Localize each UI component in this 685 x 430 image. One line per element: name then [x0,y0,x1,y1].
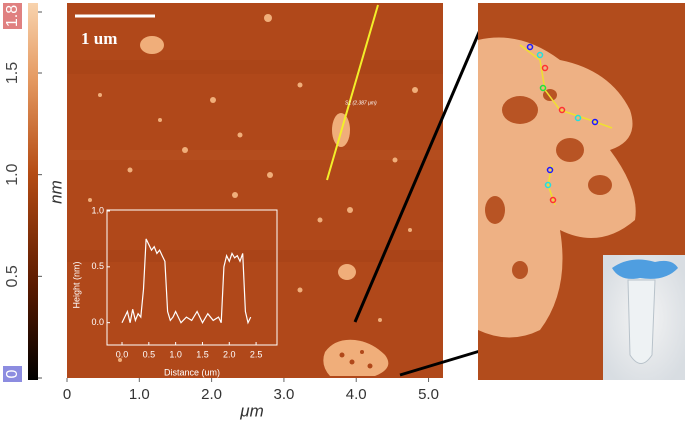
x-axis-label: μm [239,401,263,420]
inset-x-tick-label: 0.0 [116,349,129,359]
colorbar-tick-label: 1.8 [4,5,21,27]
x-tick-label: 5.0 [418,386,439,403]
x-tick-label: 4.0 [346,386,367,403]
colorbar-min-box [3,366,22,382]
x-tick-label: 0 [63,386,71,403]
colorbar [28,3,38,380]
inset-y-tick-label: 0.5 [91,261,104,271]
inset-y-tick-label: 1.0 [91,205,104,215]
inset-y-tick-label: 0.0 [91,317,104,327]
inset-x-tick-label: 2.5 [250,349,263,359]
colorbar-max-box [3,3,22,29]
tube-photo [603,255,685,380]
x-tick-label: 1.0 [129,386,150,403]
profile-label: S1 (2.387 μm) [345,100,377,106]
profile-line [326,4,379,181]
inset-x-tick-label: 1.0 [169,349,182,359]
colorbar-tick-label: 1.5 [4,62,21,84]
scale-bar-label: 1 um [81,29,117,48]
inset-x-tick-label: 0.5 [143,349,156,359]
inset-y-label: Height (nm) [71,261,81,308]
colorbar-tick-label: 1.0 [4,163,21,185]
afm-image [67,3,443,378]
colorbar-tick-label: 0.5 [4,265,21,287]
inset-x-label: Distance (um) [164,367,220,377]
colorbar-label: nm [46,180,65,204]
profile-line [121,238,252,325]
inset-x-tick-label: 1.5 [196,349,209,359]
zoom-line [353,29,482,323]
x-tick-label: 2.0 [201,386,222,403]
colorbar-tick-label: 0 [4,369,21,378]
x-tick-label: 3.0 [273,386,294,403]
inset-frame [106,209,278,346]
inset-x-tick-label: 2.0 [223,349,236,359]
